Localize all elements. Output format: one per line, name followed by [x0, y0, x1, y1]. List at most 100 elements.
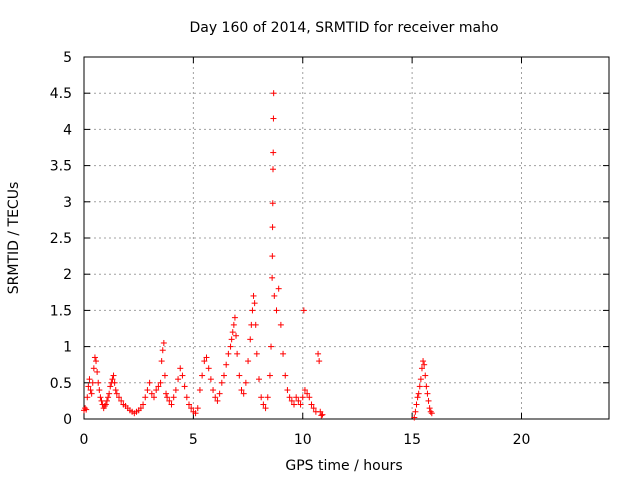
data-point [205, 365, 212, 372]
data-point [158, 358, 165, 365]
data-point [240, 390, 247, 397]
data-point [262, 405, 269, 412]
data-point [155, 383, 162, 390]
data-point [146, 379, 153, 386]
data-point [86, 376, 93, 383]
data-point [186, 401, 192, 408]
data-point [270, 115, 277, 122]
data-point [250, 292, 257, 299]
data-point [157, 379, 164, 386]
data-point [266, 372, 273, 379]
data-point [234, 350, 241, 357]
data-point [269, 253, 276, 260]
data-point [301, 387, 308, 394]
grid-lines [84, 57, 609, 419]
data-point [89, 379, 96, 386]
y-tick-label: 1.5 [50, 303, 72, 319]
data-point [212, 394, 219, 401]
data-point [140, 401, 147, 408]
data-point [229, 329, 236, 336]
data-point [426, 405, 433, 412]
data-point [88, 390, 95, 397]
data-point [247, 336, 254, 343]
x-tick-label: 15 [403, 432, 421, 448]
data-point [420, 358, 427, 365]
data-point [214, 397, 221, 404]
data-point [413, 401, 420, 408]
data-point [252, 321, 259, 328]
data-point [415, 390, 422, 397]
data-point [310, 405, 317, 412]
data-point [98, 397, 105, 404]
data-point [424, 390, 431, 397]
data-point [304, 390, 311, 397]
data-point [295, 397, 302, 404]
data-point [105, 394, 112, 401]
data-point [113, 390, 120, 397]
data-point [221, 372, 227, 379]
y-axis-label: SRMTID / TECUs [6, 182, 22, 295]
data-point [142, 394, 149, 401]
axis-ticks: 0 0.5 1 1.5 2 2.5 3 3.5 4 4.5 5 0 5 10 15 20 [50, 50, 609, 448]
data-point [269, 224, 276, 231]
data-point [225, 350, 232, 357]
data-point [230, 321, 237, 328]
data-point [144, 387, 151, 394]
data-point [207, 376, 214, 383]
data-point [82, 405, 89, 412]
data-points [81, 90, 435, 421]
data-point [245, 358, 252, 365]
data-point [260, 401, 267, 408]
data-point [163, 390, 170, 397]
data-point [170, 394, 177, 401]
data-point [166, 397, 173, 404]
data-point [196, 387, 203, 394]
chart-title: Day 160 of 2014, SRMTID for receiver mah… [189, 20, 498, 36]
data-point [94, 368, 101, 375]
data-point [256, 376, 262, 383]
y-tick-label: 0 [63, 412, 72, 428]
data-point [179, 372, 186, 379]
data-point [172, 387, 179, 394]
data-point [102, 401, 109, 408]
x-tick-label: 5 [189, 432, 198, 448]
data-point [227, 343, 234, 350]
data-point [151, 394, 157, 401]
data-point [216, 390, 223, 397]
data-point [270, 166, 276, 173]
data-point [210, 387, 217, 394]
data-point [153, 387, 160, 394]
data-point [192, 410, 199, 417]
data-point [111, 379, 118, 386]
data-point [107, 383, 114, 390]
data-point [282, 372, 289, 379]
y-tick-label: 2 [63, 267, 72, 283]
data-point [300, 307, 307, 314]
data-point [203, 354, 210, 361]
data-point [270, 90, 277, 97]
data-point [318, 412, 325, 419]
data-point [253, 350, 260, 357]
data-point [412, 408, 419, 415]
data-point [201, 358, 208, 365]
data-point [319, 411, 326, 418]
y-tick-label: 4 [63, 122, 72, 138]
data-point [271, 292, 278, 299]
data-point [286, 394, 293, 401]
data-point [183, 394, 190, 401]
data-point [85, 383, 92, 390]
data-point [414, 394, 421, 401]
data-point [284, 387, 291, 394]
data-point [110, 372, 117, 379]
y-tick-label: 4.5 [50, 86, 72, 102]
data-point [427, 408, 434, 415]
data-point [242, 379, 249, 386]
data-point [168, 401, 175, 408]
data-point [118, 397, 125, 404]
data-point [90, 365, 97, 372]
data-point [148, 390, 155, 397]
data-point [306, 394, 313, 401]
data-point [273, 307, 280, 314]
data-point [315, 350, 322, 357]
